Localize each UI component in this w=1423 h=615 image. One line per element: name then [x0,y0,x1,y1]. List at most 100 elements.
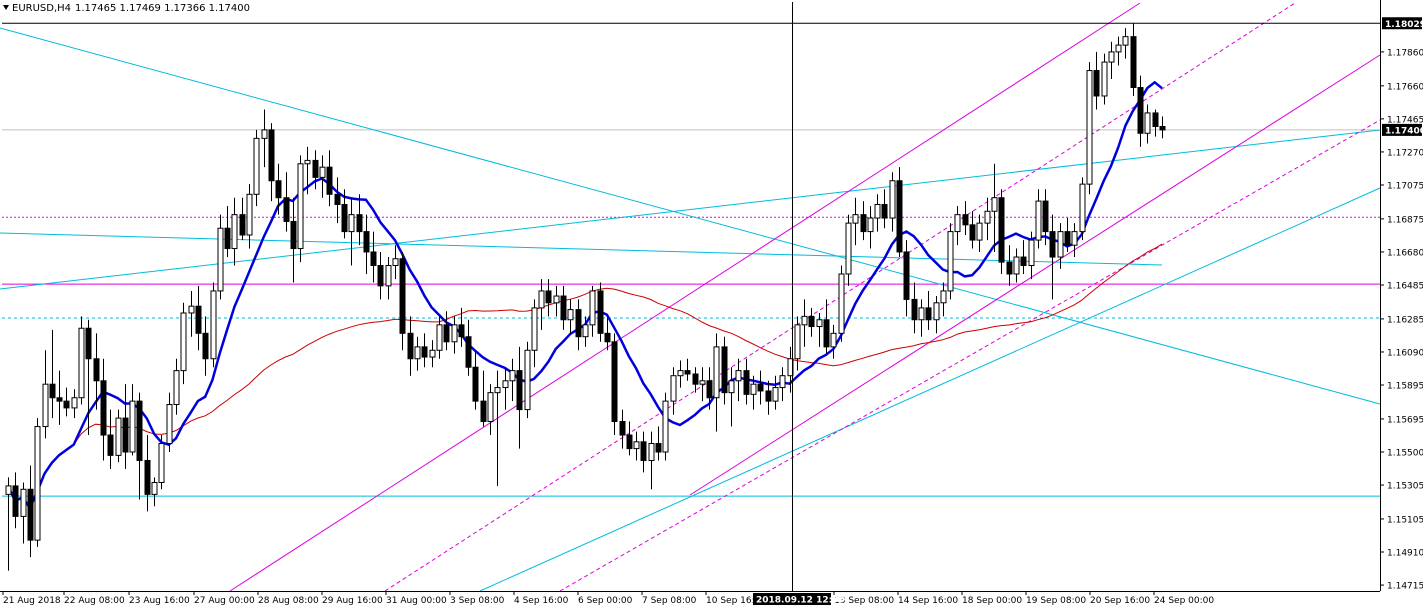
candle-body-bull [494,387,501,394]
candle [129,384,136,456]
candle-body-bull [589,290,596,326]
candle-body-bear [399,258,406,334]
candle-body-bear [85,327,92,360]
candle-body-bull [954,214,961,233]
candle [49,329,56,419]
candle [363,214,370,274]
candle-body-bull [20,488,27,517]
candle [1130,23,1137,96]
candle-body-bull [166,404,173,445]
candle-body-bull [173,370,180,406]
candle-body-bear [363,231,370,253]
time-tick-label: 20 Sep 16:00 [1090,596,1150,606]
price-tick-label: 1.15500 [1387,448,1423,458]
price-tick-label: 1.16485 [1387,282,1423,292]
candle [421,333,428,368]
candle-body-bull [582,324,589,338]
candle [144,435,151,512]
candle [589,285,596,337]
candle [348,197,355,266]
candle [180,302,187,385]
candle-body-bear [969,224,976,241]
candle [750,375,757,410]
candle [56,370,63,425]
candle [290,197,297,283]
candle-body-bull [385,265,392,287]
candle [151,477,158,507]
candle-body-bull [699,380,706,385]
candle-body-bear [49,383,56,399]
candle-body-bull [487,392,494,422]
candle-body-bear [706,380,713,399]
candle-body-bull [677,370,684,377]
candle [246,184,253,249]
candle [743,358,750,405]
candle-body-bear [1020,256,1027,267]
candle [407,316,414,376]
trend-line [0,232,1163,266]
candle [414,336,421,371]
candle-body-bear [998,197,1005,263]
candle [283,172,290,232]
candle-body-bull [297,163,304,250]
candle [377,251,384,300]
candle [721,336,728,405]
candle-body-bull [78,327,85,399]
candle-body-bull [436,324,443,351]
candle-body-bear [626,434,633,450]
candle-body-bull [1101,61,1108,97]
candle [575,299,582,351]
candle [1144,104,1151,144]
candle [1115,36,1122,66]
candle-body-bear [765,390,772,402]
candle [85,319,92,436]
candle [860,201,867,241]
candle [93,333,100,410]
time-tick-label: 29 Aug 16:00 [322,596,383,606]
candle [1079,177,1086,241]
candle-body-bear [1064,231,1071,246]
candle-body-bear [516,370,523,411]
candle-body-bull [553,295,560,304]
candle [984,197,991,241]
candle [1159,116,1166,139]
candle [20,482,27,544]
candle-body-bear [823,319,830,348]
candle [896,167,903,258]
candle-body-bull [1035,200,1042,241]
candle-body-bull [801,315,808,326]
candle [502,367,509,410]
candles [5,23,1166,571]
candle [399,251,406,351]
candle-body-bear [619,420,626,436]
candle [940,282,947,317]
candle-body-bear [903,251,910,300]
candle [78,316,85,405]
candle [845,214,852,286]
candle [304,146,311,195]
candle-body-bear [275,180,282,199]
candle-body-bear [611,341,618,422]
current-price-label: 1.17400 [1385,126,1423,136]
price-tick-label: 1.14910 [1387,549,1423,559]
candle [794,316,801,371]
candle-body-bull [889,180,896,219]
candle-body-bull [779,375,786,389]
candle [451,316,458,354]
candle-body-bull [129,400,136,453]
candle [911,282,918,334]
time-tick-label: 19 Sep 08:00 [1026,596,1086,606]
candle-body-bull [648,443,655,461]
candle [947,223,954,300]
candle-body-bull [867,217,874,233]
candle [998,189,1005,274]
candle [991,163,998,252]
candle [735,358,742,402]
candle [370,231,377,283]
dropdown-triangle-icon[interactable] [3,5,9,10]
candle [429,340,436,368]
crosshair-price-box: 1.18029 [1382,17,1423,30]
candle-body-bear [443,324,450,343]
